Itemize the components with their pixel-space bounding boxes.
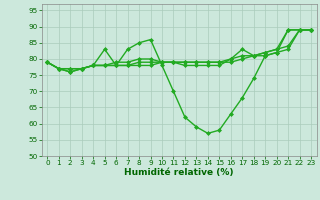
X-axis label: Humidité relative (%): Humidité relative (%) [124,168,234,177]
